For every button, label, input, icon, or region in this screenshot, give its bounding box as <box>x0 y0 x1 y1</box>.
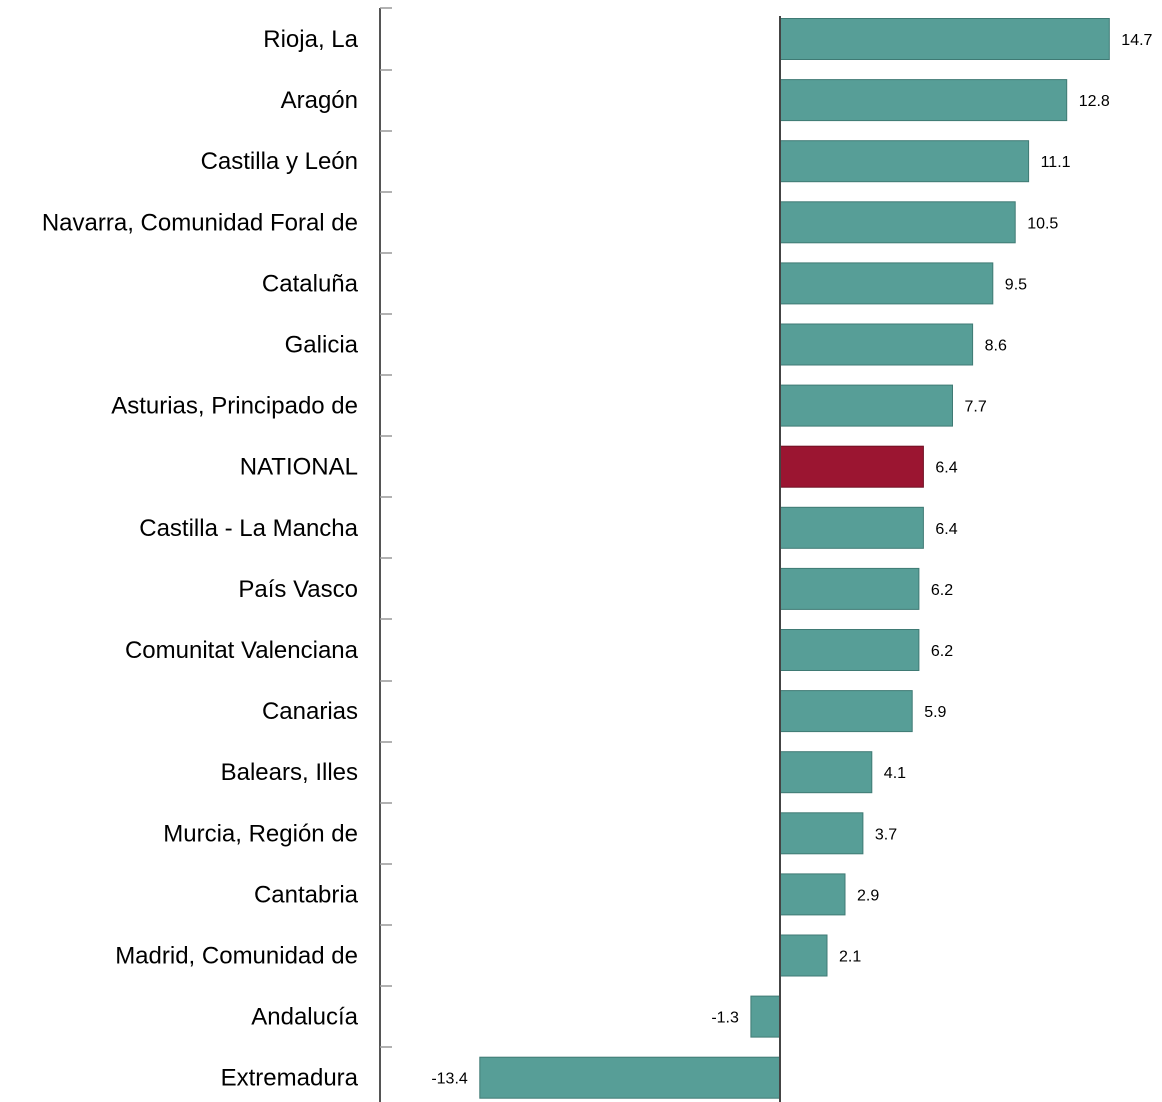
bar <box>779 506 924 549</box>
data-label: 10.5 <box>1027 215 1058 232</box>
category-label: Extremadura <box>221 1065 359 1092</box>
value-labels: 14.7 12.8 11.1 10.5 9.5 8.6 7.7 6.4 6.4 6.2 6.2 5.9… <box>431 32 1152 1088</box>
category-label: Murcia, Región de <box>163 820 358 847</box>
category-label: Balears, Illes <box>221 759 358 786</box>
data-label: 6.2 <box>931 643 953 660</box>
bar <box>779 79 1068 122</box>
bar <box>779 812 864 855</box>
bar <box>750 995 781 1038</box>
data-label: 2.1 <box>839 949 861 966</box>
category-axis <box>379 7 781 1102</box>
bar <box>479 1056 781 1099</box>
category-label: Rioja, La <box>263 26 358 53</box>
bar <box>779 690 913 733</box>
bar <box>779 567 920 610</box>
data-label: 8.6 <box>985 338 1007 355</box>
bar <box>779 934 828 977</box>
data-label: 9.5 <box>1005 276 1027 293</box>
category-label: Cantabria <box>254 881 359 908</box>
category-label: Comunitat Valenciana <box>125 637 359 664</box>
category-labels: Rioja, La Aragón Castilla y León Navarra, C… <box>42 26 359 1092</box>
bar <box>779 201 1016 244</box>
bar <box>779 629 920 671</box>
category-label: NATIONAL <box>240 454 358 481</box>
data-label: 6.2 <box>931 582 953 599</box>
bar <box>779 140 1030 183</box>
category-label: Asturias, Principado de <box>111 393 358 420</box>
category-label: Castilla y León <box>201 148 358 175</box>
bar <box>779 323 974 366</box>
category-label: Madrid, Comunidad de <box>115 943 358 970</box>
data-label: 7.7 <box>965 399 987 416</box>
data-label: 6.4 <box>935 521 957 538</box>
bar <box>779 18 1110 60</box>
category-label: Canarias <box>262 698 358 725</box>
category-label: País Vasco <box>238 576 358 603</box>
data-label: 5.9 <box>924 704 946 721</box>
data-label: 3.7 <box>875 826 897 843</box>
data-label: 6.4 <box>935 460 957 477</box>
data-label: -1.3 <box>711 1010 739 1027</box>
bar <box>779 751 873 794</box>
bar <box>779 873 846 916</box>
category-label: Castilla - La Mancha <box>139 515 358 542</box>
category-label: Navarra, Comunidad Foral de <box>42 209 358 236</box>
category-label: Galicia <box>285 332 359 359</box>
bar-national <box>779 445 924 488</box>
bar <box>779 262 994 305</box>
data-label: 11.1 <box>1041 154 1071 171</box>
category-label: Aragón <box>281 87 358 114</box>
bar <box>779 384 953 427</box>
data-label: 2.9 <box>857 887 879 904</box>
data-label: -13.4 <box>431 1071 468 1088</box>
data-label: 12.8 <box>1079 93 1110 110</box>
bars <box>479 18 1110 1099</box>
data-label: 4.1 <box>884 765 906 782</box>
category-label: Andalucía <box>251 1004 358 1031</box>
data-label: 14.7 <box>1121 32 1152 49</box>
category-label: Cataluña <box>262 270 359 297</box>
